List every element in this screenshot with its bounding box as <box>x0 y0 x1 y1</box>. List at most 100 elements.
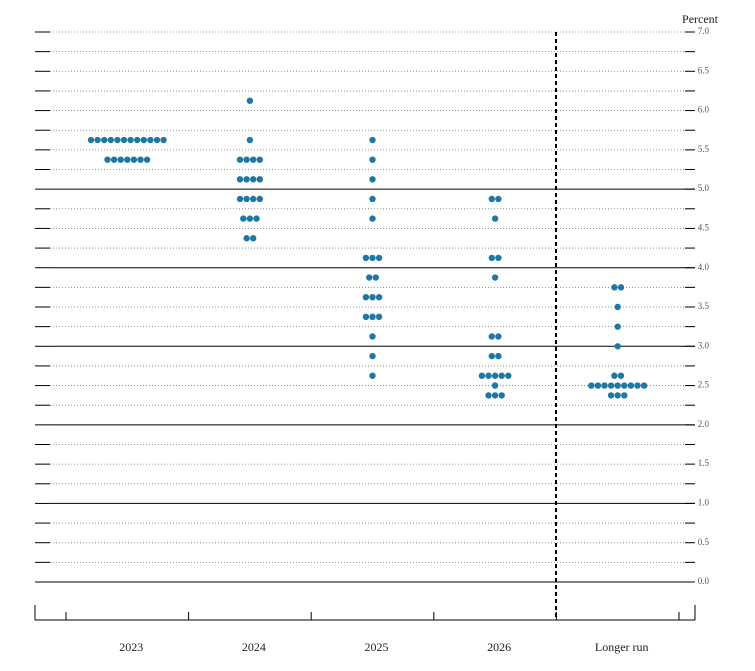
y-tick-label: 5.5 <box>698 144 710 154</box>
y-tick-label: 3.5 <box>698 301 710 311</box>
dot <box>236 176 244 183</box>
dot <box>488 254 495 262</box>
dot <box>495 333 502 340</box>
x-tick-label: 2024 <box>242 640 266 654</box>
dot <box>236 156 244 163</box>
dot <box>640 382 648 389</box>
dot <box>114 136 121 144</box>
dot <box>375 313 383 321</box>
dot <box>362 254 370 262</box>
dot <box>87 136 95 144</box>
dot <box>243 156 250 163</box>
dot <box>611 284 618 291</box>
dot <box>607 392 615 399</box>
dot <box>362 313 370 321</box>
dot <box>143 156 151 163</box>
dot <box>110 156 118 163</box>
dot <box>256 195 263 203</box>
x-tick-label: 2023 <box>119 640 143 654</box>
dot <box>124 156 131 163</box>
dot <box>140 136 147 144</box>
y-tick-label: 4.5 <box>698 222 710 232</box>
dot <box>607 382 615 389</box>
y-tick-label: 2.0 <box>698 419 710 429</box>
dot <box>101 136 108 144</box>
y-tick-label: 2.5 <box>698 380 710 390</box>
dot <box>107 136 115 144</box>
dot <box>240 215 247 222</box>
dot <box>627 382 635 389</box>
dot <box>134 136 141 144</box>
dot <box>250 195 257 203</box>
dot <box>94 136 101 144</box>
dot <box>491 392 499 399</box>
dot <box>498 392 505 399</box>
dot <box>614 343 621 350</box>
dot <box>594 382 602 389</box>
dot <box>614 303 621 311</box>
dot <box>104 156 111 163</box>
dot <box>621 392 628 399</box>
x-tick-label: Longer run <box>595 640 649 654</box>
x-tick-label: 2026 <box>487 640 511 654</box>
dot <box>369 254 376 262</box>
dot <box>614 392 621 399</box>
y-tick-label: 7.0 <box>698 26 710 36</box>
dot <box>137 156 144 163</box>
dot <box>617 372 625 379</box>
dot <box>243 195 250 203</box>
dot <box>127 136 134 144</box>
y-tick-label: 0.5 <box>698 537 710 547</box>
dot <box>243 176 250 183</box>
dot <box>369 215 376 222</box>
dot <box>250 176 257 183</box>
y-tick-label: 6.5 <box>698 65 710 75</box>
y-tick-label: 1.0 <box>698 497 710 507</box>
dot <box>495 254 502 262</box>
dot <box>253 215 260 222</box>
dot <box>495 195 502 203</box>
dot <box>250 156 257 163</box>
dot <box>505 372 512 379</box>
dot <box>153 136 161 144</box>
dot <box>366 274 373 281</box>
dot <box>120 136 128 144</box>
y-tick-label: 1.5 <box>698 458 710 468</box>
y-tick-label: 4.0 <box>698 262 710 272</box>
dot <box>488 352 495 360</box>
y-axis-label: Percent <box>682 12 719 26</box>
dot <box>495 352 502 360</box>
dot <box>369 156 376 163</box>
y-tick-label: 6.0 <box>698 105 710 115</box>
dot <box>250 235 257 242</box>
dot <box>375 254 383 262</box>
dot <box>488 333 495 340</box>
dot <box>147 136 154 144</box>
dot <box>362 293 370 301</box>
dot <box>498 372 505 379</box>
dot <box>369 136 376 144</box>
dot <box>375 293 383 301</box>
y-tick-label: 5.0 <box>698 183 710 193</box>
dot <box>485 372 492 379</box>
dot <box>246 136 254 144</box>
dot <box>246 215 254 222</box>
dot <box>369 195 376 203</box>
dot <box>256 176 263 183</box>
dot <box>601 382 608 389</box>
dot <box>621 382 628 389</box>
dot <box>369 293 376 301</box>
dot <box>491 274 499 281</box>
x-tick-label: 2025 <box>365 640 389 654</box>
dot <box>614 323 621 330</box>
dot <box>130 156 138 163</box>
dot <box>488 195 495 203</box>
dot <box>236 195 244 203</box>
dot <box>491 215 499 222</box>
dot <box>634 382 641 389</box>
dot <box>160 136 167 144</box>
dot <box>617 284 625 291</box>
dot <box>256 156 263 163</box>
dot <box>246 97 254 104</box>
